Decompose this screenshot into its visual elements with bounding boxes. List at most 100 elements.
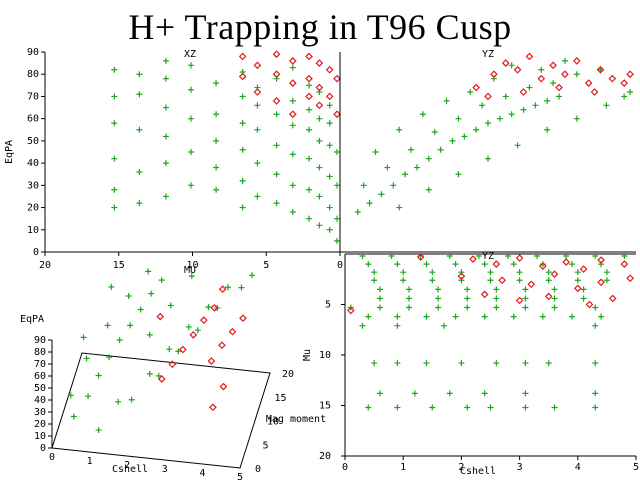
bottom-right-untrapped-point	[376, 295, 383, 302]
bottom-left-ztick-label: 20	[34, 419, 46, 430]
bottom-right-untrapped-point	[394, 404, 401, 411]
top-left-overlay-label: XZ	[184, 49, 196, 60]
top-left-untrapped-point	[239, 93, 246, 100]
bottom-right-trapped-point	[608, 294, 617, 303]
bottom-right-untrapped-point	[452, 313, 459, 320]
top-right-untrapped-point	[378, 191, 385, 198]
top-left-untrapped-point	[273, 171, 280, 178]
bottom-left-untrapped-point	[67, 392, 74, 399]
bottom-right-untrapped-point	[516, 277, 523, 284]
top-left-untrapped-point	[289, 209, 296, 215]
bottom-right-untrapped-point	[534, 253, 541, 260]
top-left-trapped-point	[325, 92, 334, 101]
bottom-left-trapped-point	[156, 312, 165, 321]
top-right-untrapped-point	[556, 93, 563, 100]
bottom-right-untrapped-point	[545, 360, 552, 367]
bottom-right-trapped-point	[562, 258, 571, 266]
top-left-untrapped-point	[239, 204, 246, 211]
bottom-right-xtick-label: 2	[458, 462, 464, 473]
bottom-left-untrapped-point	[115, 398, 122, 405]
bottom-left-untrapped-point	[127, 322, 134, 329]
bottom-right-untrapped-point	[423, 313, 430, 320]
bottom-right-untrapped-point	[411, 390, 418, 397]
bottom-right-trapped-point	[416, 253, 425, 261]
top-right-untrapped-point	[538, 66, 545, 73]
bottom-left-xtick-label: 3	[162, 464, 168, 475]
top-right-trapped-point	[555, 83, 563, 92]
top-right-untrapped-point	[508, 62, 515, 69]
bottom-right-untrapped-point	[504, 253, 511, 260]
bottom-left-untrapped-point	[155, 372, 162, 379]
bottom-right-untrapped-point	[522, 304, 529, 311]
top-right-trapped-point	[537, 74, 546, 83]
bottom-left-untrapped-point	[116, 337, 123, 344]
bottom-right-trapped-point	[620, 260, 629, 268]
top-left-untrapped-point	[289, 182, 296, 189]
top-left-trapped-point	[288, 79, 297, 87]
top-left-ytick-label: 40	[27, 158, 39, 169]
top-right-overlay-label: YZ	[482, 49, 494, 60]
bottom-right-untrapped-point	[603, 277, 610, 284]
top-left-trapped-point	[305, 52, 313, 61]
bottom-right-untrapped-point	[598, 313, 605, 320]
top-left-trapped-point	[305, 74, 313, 83]
top-left-xtick-label: 5	[263, 260, 269, 271]
bottom-right-untrapped-point	[592, 404, 599, 411]
bottom-left-xtick-label: 1	[87, 456, 93, 467]
bottom-right-trapped-point	[544, 292, 553, 301]
top-left-untrapped-point	[273, 142, 280, 149]
bottom-left-trapped-point	[209, 403, 217, 412]
top-left-ylabel: EqPA	[4, 140, 15, 164]
bottom-right-trapped-point	[527, 280, 536, 289]
bottom-right-untrapped-point	[551, 295, 558, 302]
bottom-left-trapped-point	[228, 327, 237, 336]
bottom-left-ztick-label: 90	[34, 335, 46, 346]
bottom-right-untrapped-point	[621, 253, 628, 260]
bottom-left-trapped-point	[239, 314, 247, 323]
bottom-right-xtick-label: 1	[400, 462, 406, 473]
bottom-right-untrapped-point	[522, 390, 529, 397]
bottom-right-untrapped-point	[458, 277, 465, 284]
bottom-right-untrapped-point	[545, 277, 552, 284]
top-left-untrapped-point	[111, 93, 118, 100]
bottom-left-untrapped-point	[148, 290, 155, 297]
top-right-trapped-point	[484, 92, 492, 101]
top-right-untrapped-point	[390, 182, 397, 189]
bottom-right-untrapped-point	[429, 404, 436, 411]
top-right-trapped-point	[472, 83, 481, 92]
bottom-right-untrapped-point	[365, 404, 372, 411]
top-left-trapped-point	[315, 101, 324, 110]
bottom-right-untrapped-point	[493, 286, 500, 293]
bottom-left-ylabel: Mag moment	[266, 414, 326, 425]
top-right-untrapped-point	[485, 120, 491, 127]
bottom-right-untrapped-point	[423, 360, 430, 367]
top-left-untrapped-point	[326, 120, 333, 127]
bottom-right-untrapped-point	[359, 322, 366, 329]
bottom-left-ytick-label: 10	[267, 417, 279, 428]
top-right-trapped-point	[584, 79, 593, 87]
bottom-right-untrapped-point	[580, 286, 587, 293]
bottom-right-untrapped-point	[376, 390, 383, 397]
top-right-untrapped-point	[627, 89, 634, 95]
top-right-trapped-point	[561, 70, 569, 79]
top-right-untrapped-point	[425, 186, 432, 193]
top-left-trapped-point	[315, 59, 324, 67]
bottom-left-ztick-label: 40	[34, 395, 46, 406]
bottom-left-untrapped-point	[95, 372, 102, 379]
top-right-untrapped-point	[396, 204, 403, 211]
top-left-untrapped-point	[254, 193, 261, 200]
bottom-right-untrapped-point	[592, 322, 599, 329]
bottom-right-ytick-label: 20	[319, 451, 331, 462]
top-left-untrapped-point	[306, 82, 313, 89]
top-right-trapped-point	[596, 65, 605, 74]
bottom-right-untrapped-point	[493, 360, 500, 367]
bottom-right-untrapped-point	[371, 277, 378, 284]
top-left-untrapped-point	[162, 133, 169, 140]
top-left-untrapped-point	[273, 111, 280, 118]
bottom-right-untrapped-point	[493, 304, 500, 311]
bottom-left-ytick-label: 15	[274, 393, 286, 404]
top-right-untrapped-point	[479, 102, 486, 109]
top-left-untrapped-point	[326, 226, 333, 233]
bottom-right-untrapped-point	[406, 286, 413, 293]
bottom-right-untrapped-point	[359, 253, 366, 260]
